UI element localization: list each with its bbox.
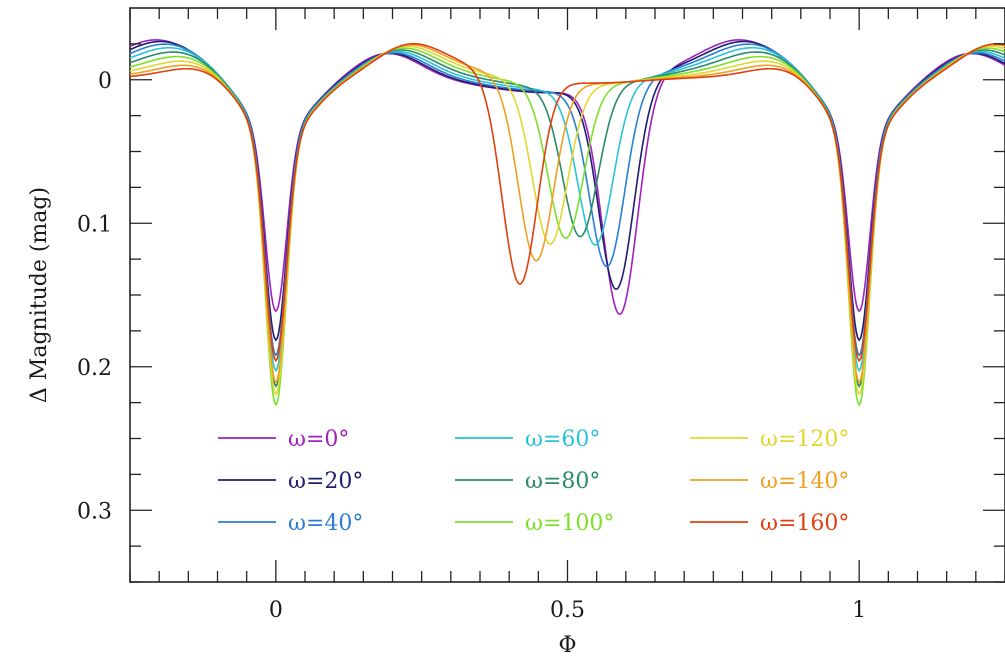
legend-label: ω=100° (525, 511, 614, 536)
legend-label: ω=0° (288, 427, 349, 452)
legend-label: ω=80° (525, 469, 600, 494)
legend-label: ω=20° (288, 469, 363, 494)
series-line (129, 43, 1005, 384)
legend-label: ω=160° (760, 511, 849, 536)
series-line (129, 49, 1005, 388)
legend-label: ω=120° (760, 427, 849, 452)
series-line (129, 43, 1005, 357)
series-line (129, 42, 1005, 363)
y-tick-label: 0 (98, 69, 112, 94)
y-axis-title: Δ Magnitude (mag) (27, 187, 52, 403)
axis-ticks (129, 8, 1005, 583)
x-tick-label: 1 (852, 598, 866, 623)
x-tick-label: 0.5 (550, 598, 585, 623)
y-tick-label: 0.1 (77, 212, 112, 237)
legend: ω=0° ω=20° ω=40° ω=60° ω=80° ω=100° ω=120° ω=14… (218, 427, 849, 536)
legend-label: ω=140° (760, 469, 849, 494)
legend-label: ω=60° (525, 427, 600, 452)
series-line (129, 47, 1005, 407)
light-curve-series (129, 39, 1005, 407)
x-tick-label: 0 (269, 598, 283, 623)
series-line (129, 40, 1005, 342)
series-line (129, 46, 1005, 373)
series-line (129, 45, 1005, 397)
axis-tick-labels: 0 0.5 1 0 0.1 0.2 0.3 (77, 69, 866, 623)
y-tick-label: 0.2 (77, 356, 112, 381)
legend-label: ω=40° (288, 511, 363, 536)
y-tick-label: 0.3 (77, 499, 112, 524)
series-line (129, 39, 1005, 316)
x-axis-title: Φ (558, 633, 576, 658)
